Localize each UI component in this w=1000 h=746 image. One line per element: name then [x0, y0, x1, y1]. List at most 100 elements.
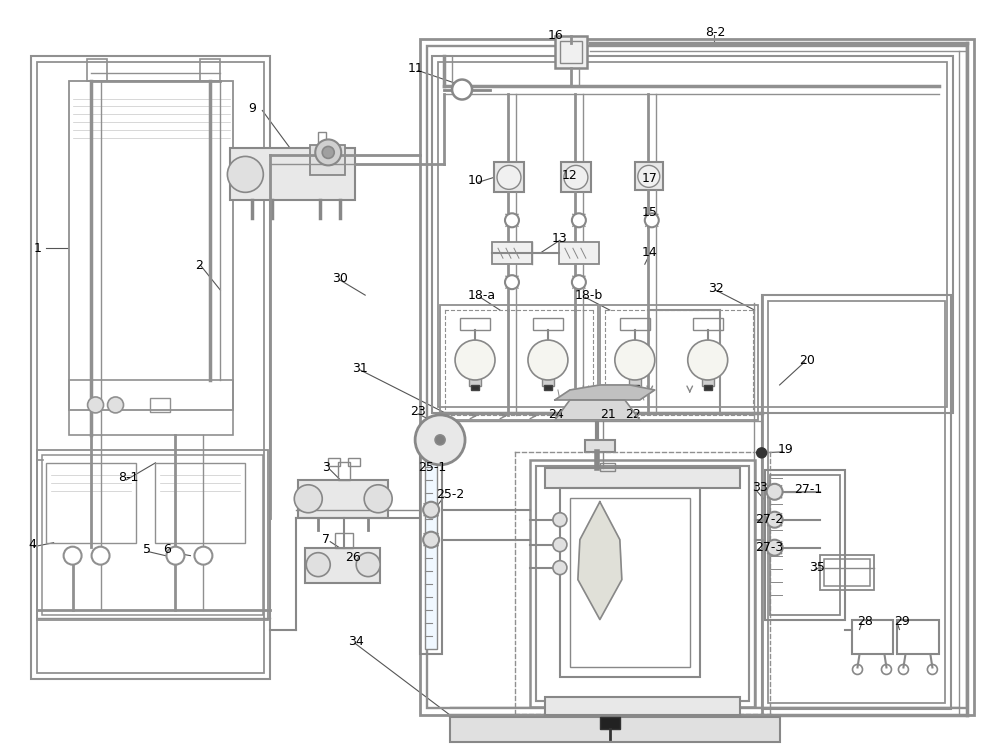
- Bar: [427, 46, 967, 709]
- Text: 1: 1: [34, 242, 42, 254]
- Bar: [460, 318, 490, 330]
- Text: 22: 22: [625, 408, 641, 421]
- Circle shape: [767, 539, 783, 556]
- Bar: [335, 533, 353, 548]
- Circle shape: [92, 547, 110, 565]
- Circle shape: [452, 80, 472, 99]
- Bar: [310, 145, 345, 175]
- Text: 28: 28: [858, 615, 873, 628]
- Circle shape: [528, 340, 568, 380]
- Text: 2: 2: [195, 259, 203, 272]
- Bar: [37, 62, 264, 674]
- Bar: [533, 318, 563, 330]
- Circle shape: [423, 532, 439, 548]
- Circle shape: [553, 561, 567, 574]
- Bar: [560, 488, 700, 677]
- Circle shape: [306, 553, 330, 577]
- Bar: [702, 378, 714, 386]
- Circle shape: [227, 157, 263, 192]
- Polygon shape: [578, 502, 622, 619]
- Text: 25-1: 25-1: [418, 461, 446, 474]
- Circle shape: [364, 485, 392, 513]
- Bar: [555, 36, 587, 68]
- Bar: [560, 40, 582, 63]
- Bar: [69, 380, 233, 435]
- Bar: [545, 698, 740, 715]
- Text: 31: 31: [352, 362, 368, 374]
- Circle shape: [322, 146, 334, 158]
- Text: 12: 12: [562, 169, 578, 182]
- Text: 25-2: 25-2: [436, 489, 464, 501]
- Bar: [348, 458, 360, 466]
- Bar: [629, 378, 641, 386]
- Text: 26: 26: [345, 551, 361, 564]
- Bar: [492, 242, 532, 264]
- Bar: [42, 455, 263, 615]
- Bar: [762, 295, 951, 709]
- Circle shape: [572, 275, 586, 289]
- Bar: [46, 463, 136, 542]
- Circle shape: [615, 340, 655, 380]
- Bar: [570, 498, 690, 668]
- Text: 3: 3: [322, 461, 330, 474]
- Text: 8-1: 8-1: [119, 471, 139, 484]
- Circle shape: [455, 340, 495, 380]
- Bar: [536, 466, 749, 701]
- Circle shape: [505, 213, 519, 228]
- Bar: [150, 398, 170, 412]
- Circle shape: [505, 275, 519, 289]
- Text: 6: 6: [163, 543, 171, 557]
- Circle shape: [497, 166, 521, 189]
- Polygon shape: [555, 385, 655, 400]
- Bar: [820, 555, 874, 589]
- Text: 33: 33: [752, 481, 767, 495]
- Bar: [37, 450, 268, 619]
- Circle shape: [767, 512, 783, 527]
- Bar: [852, 619, 893, 654]
- Bar: [420, 455, 442, 654]
- Bar: [693, 318, 723, 330]
- Text: 34: 34: [348, 635, 364, 648]
- Bar: [561, 163, 591, 192]
- Text: 16: 16: [548, 29, 564, 42]
- Text: 27-3: 27-3: [755, 541, 783, 554]
- Bar: [768, 301, 945, 703]
- Bar: [230, 148, 355, 201]
- Text: 5: 5: [143, 543, 151, 557]
- Bar: [155, 463, 245, 542]
- Bar: [600, 463, 615, 471]
- Circle shape: [553, 513, 567, 527]
- Bar: [559, 242, 599, 264]
- Circle shape: [435, 435, 445, 445]
- Text: 9: 9: [248, 102, 256, 115]
- Circle shape: [88, 397, 104, 413]
- Text: 11: 11: [408, 62, 424, 75]
- Text: 15: 15: [642, 206, 658, 219]
- Circle shape: [553, 538, 567, 551]
- Bar: [328, 458, 340, 466]
- Bar: [544, 385, 552, 390]
- Text: 10: 10: [468, 174, 484, 186]
- Circle shape: [688, 340, 728, 380]
- Bar: [338, 462, 350, 480]
- Text: 13: 13: [552, 232, 568, 245]
- Bar: [305, 548, 380, 583]
- Text: 4: 4: [29, 538, 37, 551]
- Circle shape: [564, 166, 588, 189]
- Circle shape: [315, 140, 341, 166]
- Polygon shape: [555, 400, 640, 420]
- Text: 18-a: 18-a: [468, 289, 496, 301]
- Text: 30: 30: [332, 272, 348, 285]
- Circle shape: [572, 213, 586, 228]
- Circle shape: [645, 213, 659, 228]
- Bar: [600, 718, 620, 730]
- Text: 35: 35: [810, 561, 825, 574]
- Bar: [824, 559, 870, 586]
- Bar: [31, 56, 270, 680]
- Bar: [471, 385, 479, 390]
- Bar: [542, 378, 554, 386]
- Bar: [585, 440, 615, 452]
- Text: 27-2: 27-2: [755, 513, 783, 526]
- Bar: [530, 460, 755, 707]
- Text: 8-2: 8-2: [705, 26, 725, 39]
